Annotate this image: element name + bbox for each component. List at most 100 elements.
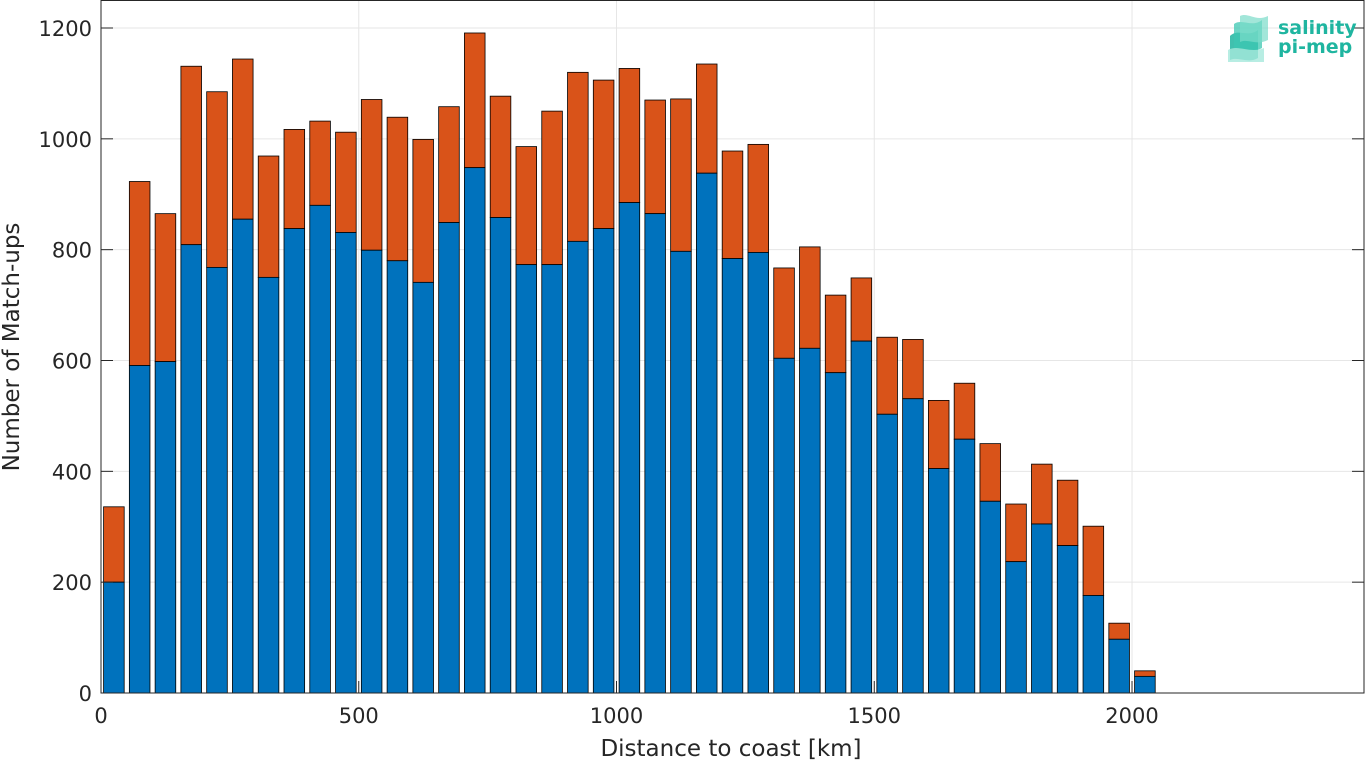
bar-segment-lower (979, 500, 1001, 694)
logo-text-line1: salinity (1278, 17, 1357, 39)
bar-segment-upper (1056, 479, 1079, 546)
bar-segment-upper (335, 131, 357, 233)
bar-segment-lower (154, 361, 177, 694)
bar-segment-lower (824, 372, 847, 694)
x-tick-label: 1500 (848, 704, 901, 728)
bar-segment-upper (412, 138, 434, 283)
bar-segment-lower (360, 249, 383, 694)
bar-segment-lower (747, 252, 769, 694)
bar-segment-lower (489, 217, 512, 694)
bar-segment-lower (412, 281, 434, 694)
y-tick-labels: 0 200 400 600 800 1000 1200 (39, 17, 92, 706)
y-tick-label: 0 (79, 682, 92, 706)
bar-segment-lower (876, 413, 898, 694)
x-tick-label: 0 (94, 704, 107, 728)
bar-segment-upper (824, 294, 847, 374)
bar-segment-upper (721, 150, 744, 259)
bar-segment-lower (592, 228, 615, 694)
bar-segment-upper (1108, 622, 1130, 640)
bar-segment-lower (438, 222, 460, 694)
bar-segment-upper (128, 181, 151, 366)
bar-segment-lower (902, 398, 924, 694)
bar-segment-upper (747, 143, 769, 253)
bar-segment-upper (979, 443, 1001, 502)
bar-segment-upper (489, 95, 512, 218)
bar-segment-upper (902, 339, 924, 400)
bar-segment-upper (1005, 503, 1027, 563)
bar-segment-lower (464, 167, 486, 694)
bars (103, 32, 1156, 694)
bar-segment-lower (799, 347, 821, 694)
bar-segment-lower (257, 276, 280, 694)
bar-segment-lower (567, 240, 589, 694)
bar-segment-upper (103, 506, 125, 583)
y-tick-label: 200 (52, 571, 92, 595)
bar-segment-upper (696, 63, 718, 174)
bar-segment-upper (180, 65, 202, 246)
x-tick-label: 1000 (590, 704, 643, 728)
y-tick-label: 1000 (39, 128, 92, 152)
y-tick-label: 1200 (39, 17, 92, 41)
logo-text-line2: pi-mep (1278, 36, 1352, 58)
bar-segment-upper (1031, 463, 1053, 525)
bar-segment-lower (1108, 638, 1130, 694)
bar-segment-lower (670, 250, 692, 694)
bar-segment-lower (1056, 545, 1079, 694)
bar-segment-upper (515, 146, 538, 266)
y-tick-label: 800 (52, 239, 92, 263)
bar-segment-lower (232, 218, 254, 694)
bar-segment-lower (773, 357, 795, 694)
bar-segment-lower (644, 213, 666, 694)
salinity-pi-mep-logo: salinity pi-mep (1228, 15, 1357, 62)
y-tick-label: 600 (52, 350, 92, 374)
x-tick-label: 2000 (1105, 704, 1158, 728)
bar-segment-lower (618, 202, 641, 694)
bar-segment-upper (309, 120, 331, 206)
bar-segment-lower (103, 581, 125, 694)
bar-segment-upper (257, 155, 280, 278)
bar-segment-lower (515, 264, 538, 694)
y-tick-label: 400 (52, 460, 92, 484)
bar-segment-lower (721, 258, 744, 694)
bar-segment-upper (360, 99, 383, 251)
x-tick-label: 500 (339, 704, 379, 728)
bar-segment-upper (850, 277, 873, 342)
bar-segment-upper (953, 382, 976, 440)
bar-segment-lower (1005, 561, 1027, 694)
bar-segment-lower (206, 266, 228, 694)
x-tick-labels: 0 500 1000 1500 2000 (94, 704, 1158, 728)
bar-segment-lower (128, 365, 151, 694)
tick-marks (100, 27, 1364, 694)
bar-segment-upper (438, 106, 460, 223)
bar-segment-upper (206, 91, 228, 268)
bar-segment-upper (541, 110, 563, 266)
bar-segment-lower (283, 228, 306, 694)
bar-segment-upper (464, 32, 486, 169)
bar-segment-lower (541, 264, 563, 694)
bar-segment-upper (799, 246, 821, 349)
bar-segment-upper (232, 58, 254, 220)
bar-segment-lower (953, 438, 976, 694)
logo-icon (1228, 15, 1268, 62)
bar-segment-lower (1082, 595, 1105, 694)
axes-box (100, 0, 1365, 694)
bar-segment-lower (386, 260, 409, 694)
bar-segment-lower (850, 340, 873, 694)
bar-segment-lower (1134, 675, 1156, 694)
bar-segment-lower (927, 468, 950, 694)
bar-segment-lower (180, 244, 202, 694)
bar-segment-upper (876, 336, 898, 415)
bar-segment-upper (644, 99, 666, 215)
bar-segment-upper (670, 98, 692, 252)
bar-segment-upper (386, 116, 409, 262)
bar-segment-upper (567, 71, 589, 242)
bar-segment-upper (927, 399, 950, 469)
x-axis-label: Distance to coast [km] (600, 736, 861, 761)
bar-segment-upper (1134, 670, 1156, 677)
bar-segment-upper (283, 129, 306, 230)
y-axis-label: Number of Match-ups (0, 223, 25, 472)
bar-segment-upper (154, 213, 177, 363)
bar-segment-lower (696, 172, 718, 694)
bar-segment-upper (773, 267, 795, 359)
